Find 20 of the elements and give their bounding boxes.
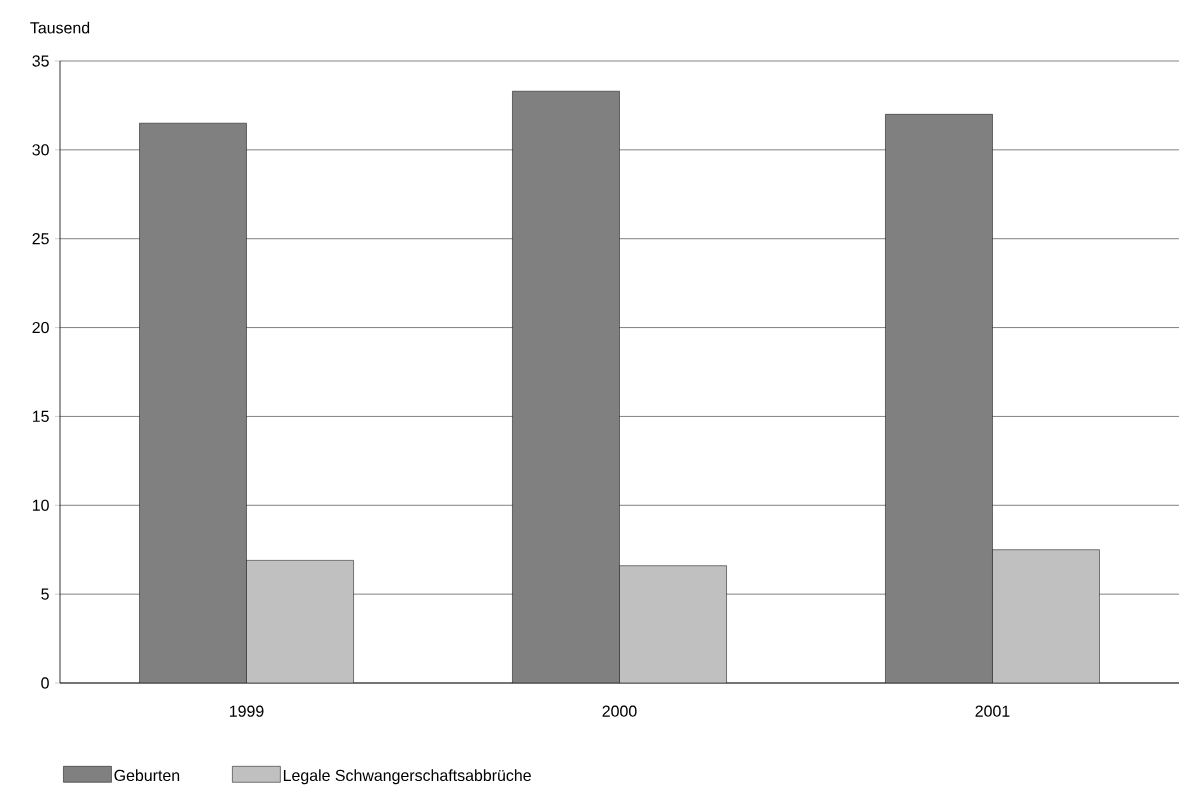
bar [512, 90, 620, 683]
y-tick-label: 15 [32, 410, 49, 422]
bar [246, 560, 354, 683]
y-tick-label: 25 [32, 233, 49, 245]
y-tick-label: 0 [41, 677, 49, 689]
y-axis-title: Tausend [30, 21, 90, 34]
bar [885, 114, 993, 683]
x-tick-label: 2001 [975, 705, 1010, 717]
y-tick-label: 10 [32, 499, 49, 511]
x-tick-label: 1999 [229, 705, 264, 717]
y-tick-label: 30 [32, 144, 49, 156]
legend-label: Geburten [114, 769, 180, 782]
bar [139, 122, 247, 683]
y-tick-label: 20 [32, 321, 49, 334]
legend-label: Legale Schwangerschaftsabbrüche [283, 769, 531, 785]
y-tick-label: 5 [41, 588, 49, 600]
x-tick-label: 2000 [602, 705, 637, 717]
bar [992, 549, 1100, 683]
y-tick-label: 35 [32, 55, 49, 67]
bar [619, 565, 727, 683]
